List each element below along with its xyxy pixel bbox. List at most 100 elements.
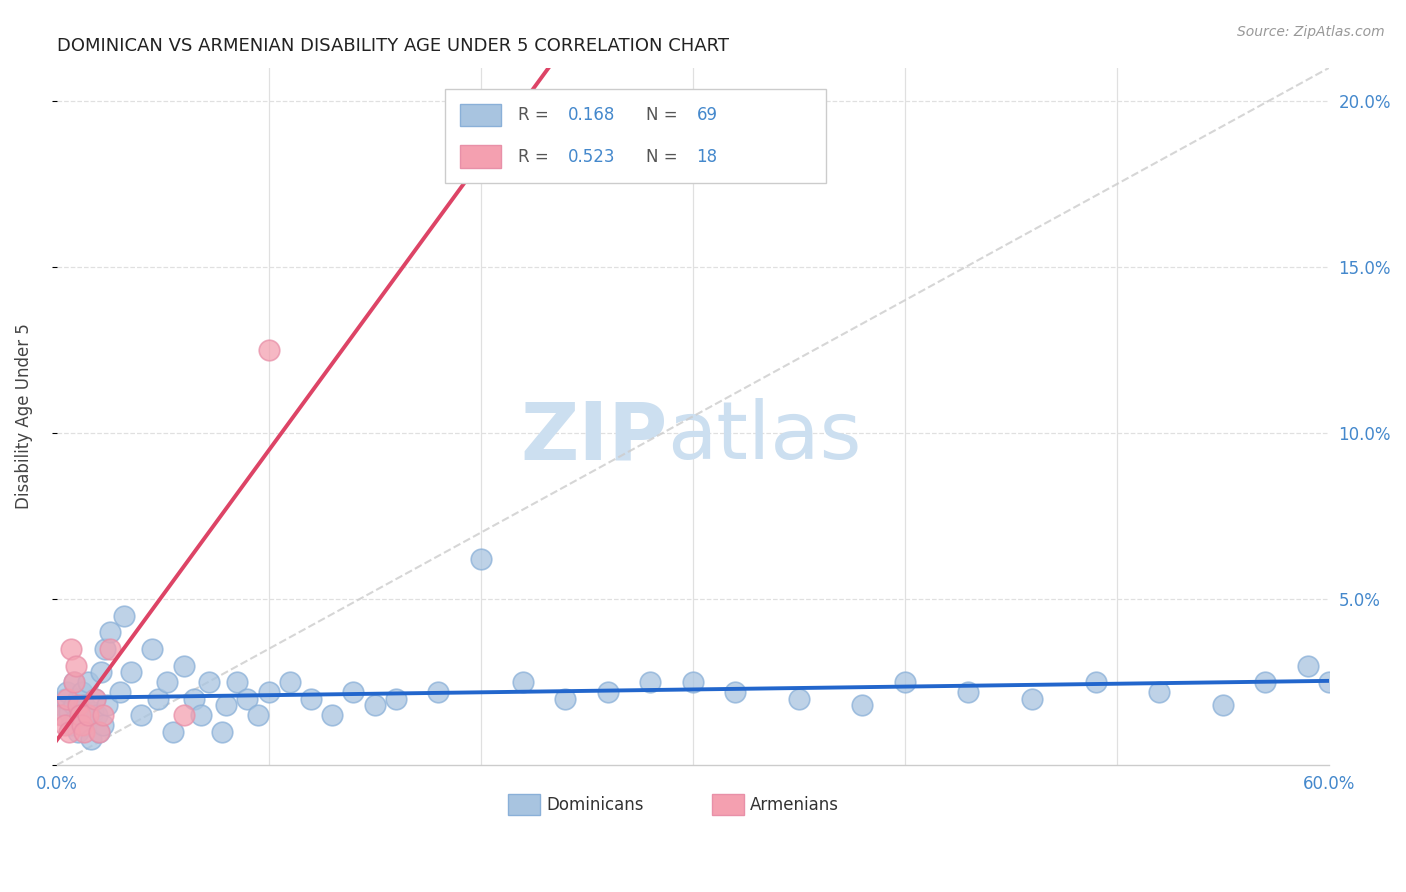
Text: N =: N = <box>645 148 682 166</box>
Point <box>131 708 153 723</box>
Point <box>77 708 100 723</box>
Point <box>190 708 212 723</box>
FancyBboxPatch shape <box>508 795 540 815</box>
Text: R =: R = <box>519 148 554 166</box>
Point <box>87 725 110 739</box>
Point <box>596 685 619 699</box>
Point <box>83 691 105 706</box>
Point <box>90 665 112 680</box>
Point <box>640 675 662 690</box>
Point <box>56 685 79 699</box>
Point <box>77 675 100 690</box>
Text: N =: N = <box>645 106 682 124</box>
Point <box>120 665 142 680</box>
Point <box>83 691 105 706</box>
Point <box>98 625 121 640</box>
Point <box>60 718 83 732</box>
Point <box>79 731 101 746</box>
Point <box>53 691 76 706</box>
Point <box>65 658 87 673</box>
Point <box>321 708 343 723</box>
FancyBboxPatch shape <box>444 89 827 183</box>
Text: atlas: atlas <box>668 399 862 476</box>
Point <box>427 685 450 699</box>
Point <box>385 691 408 706</box>
Point <box>724 685 747 699</box>
Point <box>682 675 704 690</box>
Point <box>73 725 96 739</box>
Point <box>215 698 238 713</box>
Point <box>236 691 259 706</box>
Point <box>62 675 84 690</box>
Point <box>53 718 76 732</box>
Point <box>86 708 108 723</box>
Point <box>69 708 91 723</box>
Text: DOMINICAN VS ARMENIAN DISABILITY AGE UNDER 5 CORRELATION CHART: DOMINICAN VS ARMENIAN DISABILITY AGE UND… <box>56 37 728 55</box>
Point <box>58 705 80 719</box>
Point <box>62 675 84 690</box>
Point <box>893 675 915 690</box>
Point <box>148 691 170 706</box>
Point <box>66 698 89 713</box>
Point <box>211 725 233 739</box>
Point <box>52 708 75 723</box>
Text: Source: ZipAtlas.com: Source: ZipAtlas.com <box>1237 25 1385 39</box>
FancyBboxPatch shape <box>711 795 744 815</box>
Point <box>56 691 79 706</box>
Point <box>98 641 121 656</box>
Point <box>512 675 534 690</box>
Point <box>363 698 385 713</box>
Point <box>49 698 72 713</box>
Point <box>1296 658 1319 673</box>
Point <box>183 691 205 706</box>
Point <box>470 552 492 566</box>
Point <box>87 725 110 739</box>
Point <box>58 725 80 739</box>
Point <box>1084 675 1107 690</box>
Point <box>70 718 93 732</box>
Point <box>225 675 247 690</box>
Point <box>257 343 280 358</box>
Point <box>851 698 873 713</box>
Point <box>1212 698 1234 713</box>
Point <box>957 685 980 699</box>
Point <box>114 608 136 623</box>
Point <box>91 718 114 732</box>
Point <box>257 685 280 699</box>
Point <box>173 708 195 723</box>
Point <box>156 675 179 690</box>
Point <box>82 705 104 719</box>
Point <box>73 698 96 713</box>
Point <box>554 691 576 706</box>
Point <box>173 658 195 673</box>
Text: 0.168: 0.168 <box>568 106 616 124</box>
Point <box>65 712 87 726</box>
Point <box>1317 675 1340 690</box>
Text: 69: 69 <box>696 106 717 124</box>
Point <box>1021 691 1043 706</box>
Point <box>787 691 810 706</box>
Point <box>247 708 270 723</box>
Point <box>198 675 221 690</box>
Point <box>60 641 83 656</box>
Point <box>96 698 118 713</box>
Point <box>162 725 184 739</box>
Point <box>69 708 91 723</box>
Text: Dominicans: Dominicans <box>547 796 644 814</box>
Point <box>1147 685 1170 699</box>
Text: ZIP: ZIP <box>520 399 668 476</box>
FancyBboxPatch shape <box>460 104 501 127</box>
Point <box>299 691 322 706</box>
Point <box>278 675 301 690</box>
Point <box>49 708 72 723</box>
Point <box>70 685 93 699</box>
FancyBboxPatch shape <box>460 145 501 168</box>
Point <box>1254 675 1277 690</box>
Point <box>342 685 364 699</box>
Point <box>91 708 114 723</box>
Y-axis label: Disability Age Under 5: Disability Age Under 5 <box>15 324 32 509</box>
Point <box>141 641 163 656</box>
Point <box>66 725 89 739</box>
Text: R =: R = <box>519 106 554 124</box>
Text: 0.523: 0.523 <box>568 148 616 166</box>
